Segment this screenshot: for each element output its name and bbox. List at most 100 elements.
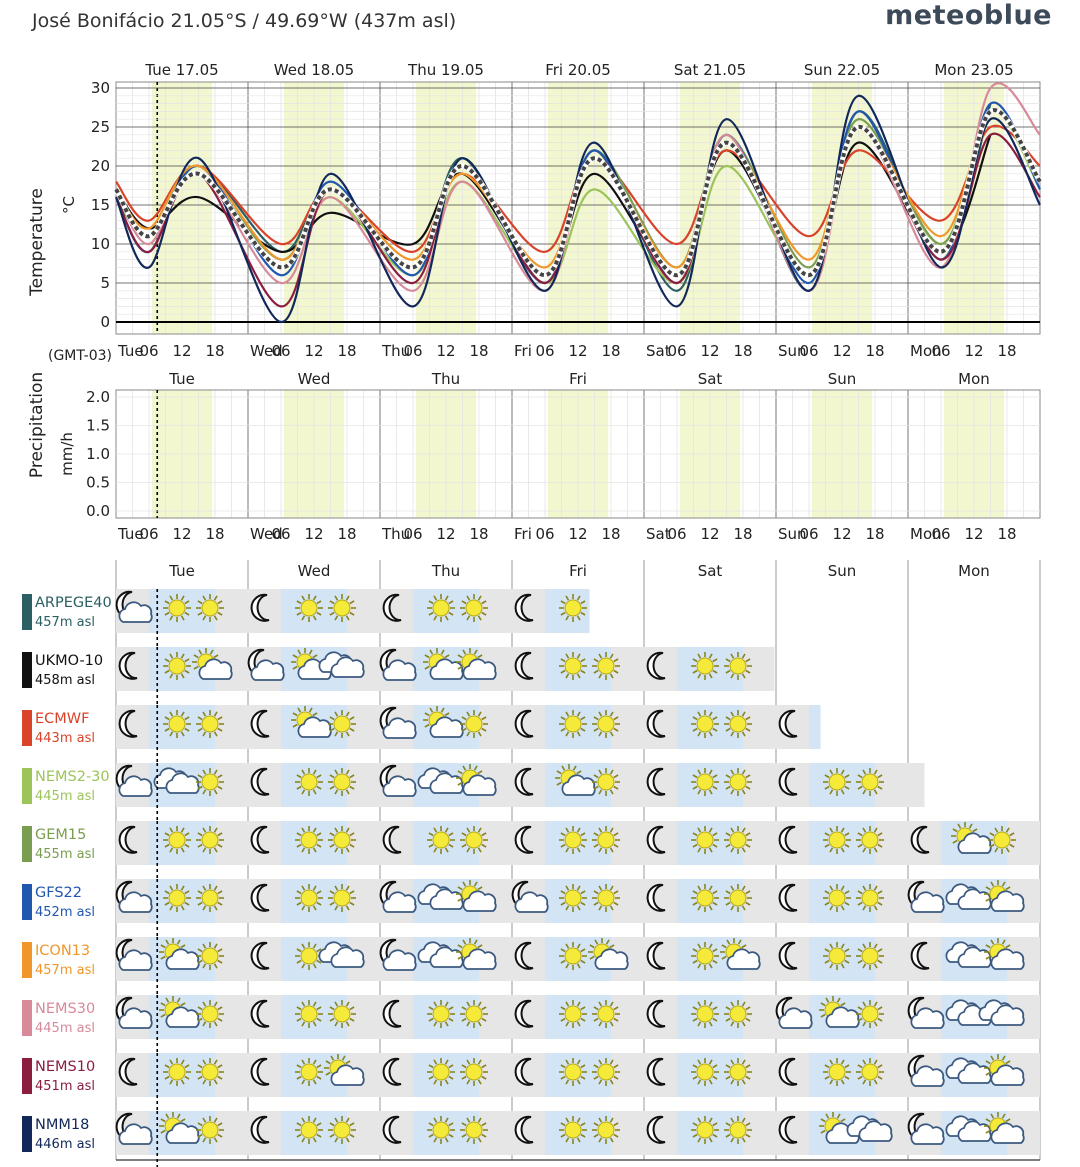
sun-ray	[433, 1001, 438, 1007]
sun-ray	[424, 712, 430, 717]
sun-ray	[312, 827, 317, 833]
precip-day-header: Mon	[958, 370, 990, 388]
sun-ray	[576, 847, 581, 853]
cloud-icon	[382, 659, 417, 681]
precip-hour-label: 18	[601, 525, 620, 543]
sun-icon	[559, 594, 587, 622]
sun-ray	[873, 1021, 878, 1027]
sun-ray	[202, 943, 207, 949]
sun-ray	[994, 847, 999, 853]
temp-tick-label: 30	[91, 79, 110, 97]
moon-crescent	[646, 651, 666, 680]
sun-ray	[840, 1002, 846, 1007]
model-name: NMM18	[35, 1117, 89, 1133]
sun-icon	[592, 710, 620, 738]
sun-ray	[312, 847, 317, 853]
sun-ray	[952, 839, 958, 844]
sun-ray	[609, 1001, 614, 1007]
cloud-icon	[118, 949, 153, 971]
sun-ray	[481, 1006, 487, 1011]
model-row-arpege40[interactable]: ARPEGE40 457m asl	[22, 589, 590, 647]
moon-crescent	[250, 941, 270, 970]
sun-ray	[296, 832, 302, 837]
model-night-shade	[479, 705, 545, 749]
sun-ray	[444, 654, 450, 659]
brand-logo[interactable]: meteoblue	[885, 0, 1052, 31]
sun-ray	[613, 658, 619, 663]
sun-ray	[184, 1075, 190, 1080]
sun-ray	[741, 905, 746, 911]
sun-icon	[559, 1000, 587, 1028]
sun-ray	[164, 611, 170, 616]
precip-day-label: Mon	[910, 525, 942, 543]
temp-hour-label: 18	[469, 342, 488, 360]
sun-ray	[169, 1079, 174, 1085]
temp-tick-label: 5	[100, 274, 110, 292]
sun-ray	[741, 1117, 746, 1123]
sun-ray	[560, 727, 566, 732]
sun-ray	[609, 905, 614, 911]
sun-disc	[465, 831, 483, 849]
model-row-ecmwf[interactable]: ECMWF 443m asl	[22, 705, 821, 763]
temp-hour-label: 06	[931, 342, 950, 360]
model-night-shade	[875, 821, 941, 865]
sun-disc	[333, 1005, 351, 1023]
moon-crescent	[646, 709, 666, 738]
sun-ray	[565, 1001, 570, 1007]
moon-icon	[778, 883, 798, 912]
model-row-nems2-30[interactable]: NEMS2-30 445m asl	[22, 763, 925, 821]
sun-ray	[184, 600, 190, 605]
sun-ray	[296, 890, 302, 895]
sun-disc	[201, 947, 219, 965]
sun-icon	[427, 826, 455, 854]
cloud-icon	[462, 948, 497, 970]
sun-ray	[580, 600, 586, 605]
sun-ray	[1001, 939, 1006, 945]
sun-ray	[197, 901, 203, 906]
precip-day-header: Thu	[431, 370, 460, 388]
sun-ray	[877, 959, 883, 964]
model-row-nems30[interactable]: NEMS30 445m asl	[22, 995, 1040, 1053]
model-row-ukmo-10[interactable]: UKMO-10 458m asl	[22, 647, 775, 705]
sun-ray	[712, 901, 718, 906]
model-row-gem15[interactable]: GEM15 455m asl	[22, 821, 1040, 879]
sun-ray	[598, 731, 603, 737]
sun-ray	[202, 1021, 207, 1027]
sun-ray	[444, 1059, 449, 1065]
sun-ray	[198, 649, 203, 655]
sun-ray	[197, 600, 203, 605]
model-night-shade	[743, 1111, 809, 1155]
sun-ray	[325, 1071, 331, 1076]
sun-ray	[712, 948, 718, 953]
sun-icon	[592, 884, 620, 912]
sun-ray	[576, 943, 581, 949]
sun-ray	[712, 832, 718, 837]
sun-ray	[444, 615, 449, 621]
model-row-nems10[interactable]: NEMS10 451m asl	[22, 1053, 1040, 1111]
sun-ray	[462, 649, 467, 655]
sun-ray	[193, 654, 199, 659]
sun-ray	[556, 781, 562, 786]
temp-axis-unit: °C	[60, 196, 78, 214]
sun-ray	[466, 711, 471, 717]
sun-ray	[202, 1079, 207, 1085]
sun-ray	[444, 1079, 449, 1085]
model-row-gfs22[interactable]: GFS22 452m asl	[22, 879, 1040, 937]
sun-disc	[168, 831, 186, 849]
sun-icon	[691, 652, 719, 680]
model-altitude: 445m asl	[35, 1021, 95, 1036]
model-row-icon13[interactable]: ICON13 457m asl	[22, 937, 1040, 995]
sun-ray	[202, 789, 207, 795]
sun-ray	[444, 712, 450, 717]
sun-ray	[197, 959, 203, 964]
sun-ray	[820, 1013, 826, 1018]
sun-ray	[560, 1122, 566, 1127]
sun-ray	[877, 1075, 883, 1080]
sun-icon	[691, 826, 719, 854]
sun-ray	[725, 1075, 731, 1080]
sun-icon	[295, 1058, 323, 1086]
sun-icon	[559, 1058, 587, 1086]
model-row-nmm18[interactable]: NMM18 446m asl	[22, 1111, 1040, 1167]
sun-ray	[857, 1006, 863, 1011]
precip-day-header: Tue	[168, 370, 195, 388]
